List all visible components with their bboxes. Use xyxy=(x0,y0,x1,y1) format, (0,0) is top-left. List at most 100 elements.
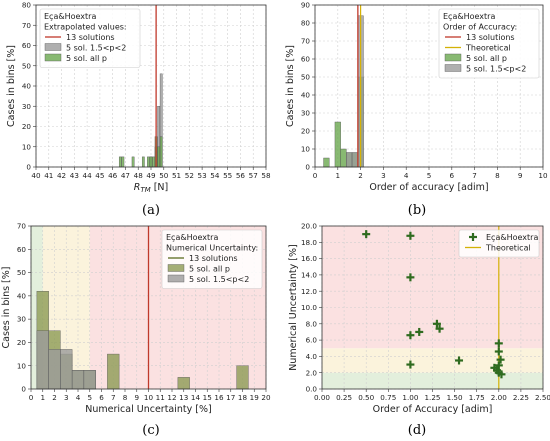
scatter-point xyxy=(496,355,505,364)
x-tick-label: 56 xyxy=(236,171,246,180)
legend-entry-label: 5 sol. 1.5<p<2 xyxy=(466,65,526,74)
x-tick-label: 44 xyxy=(83,171,93,180)
histogram-bar xyxy=(177,377,190,390)
x-axis-label: RTM [N] xyxy=(134,182,168,194)
x-tick-label: 1.00 xyxy=(402,393,418,402)
x-tick-label: 2.25 xyxy=(513,393,529,402)
y-tick-label: 18.0 xyxy=(301,238,317,247)
x-tick-label: 8 xyxy=(123,393,128,402)
y-tick-label: 14.0 xyxy=(301,271,317,280)
y-tick-label: 16.0 xyxy=(301,254,317,263)
y-tick-label: 12.0 xyxy=(301,287,317,296)
histogram-bar xyxy=(346,152,353,168)
panel-caption: (b) xyxy=(408,203,426,218)
x-tick-label: 47 xyxy=(121,171,130,180)
histogram-bar xyxy=(149,156,153,168)
y-tick-label: 40 xyxy=(17,291,27,300)
histogram-bar xyxy=(48,349,61,390)
scatter-point xyxy=(494,361,503,370)
x-axis-label: Numerical Uncertainty [%] xyxy=(85,404,211,415)
legend: Eça&Hoextra Numerical Uncertainty:13 solu… xyxy=(161,229,263,289)
x-tick-label: 42 xyxy=(57,171,66,180)
x-tick-label: 0.25 xyxy=(336,393,352,402)
histogram-bar xyxy=(131,156,135,168)
legend-entry-label: 5 sol. all p xyxy=(66,54,107,63)
histogram-bar xyxy=(141,156,145,168)
y-tick-label: 10 xyxy=(22,142,32,151)
y-tick-label: 0 xyxy=(305,163,310,172)
x-tick-label: 14 xyxy=(191,393,201,402)
y-tick-label: 50 xyxy=(301,73,311,82)
legend-entry-label: Theoretical xyxy=(485,244,531,253)
x-tick-label: 2.00 xyxy=(491,393,507,402)
legend-entry-label: 5 sol. all p xyxy=(466,54,507,63)
legend-patch-swatch xyxy=(444,64,462,72)
x-axis-label: Order of Accuracy [adim] xyxy=(373,404,493,415)
y-tick-label: 40 xyxy=(22,82,32,91)
x-tick-label: 9 xyxy=(518,171,523,180)
legend-entry-label: 13 solutions xyxy=(66,33,115,42)
y-axis-label: Numerical Uncertainty [%] xyxy=(288,244,299,370)
legend-title: Order of Accuracy: xyxy=(443,23,517,32)
x-tick-label: 7 xyxy=(472,171,477,180)
legend-entry-label: 13 solutions xyxy=(466,33,515,42)
x-tick-label: 13 xyxy=(179,393,188,402)
histogram-bar xyxy=(236,365,249,390)
scatter-point xyxy=(415,327,424,336)
x-tick-label: 7 xyxy=(111,393,116,402)
x-tick-label: 1.25 xyxy=(424,393,440,402)
x-tick-label: 0 xyxy=(29,393,34,402)
y-tick-label: 20 xyxy=(17,338,27,347)
chart-panel-3: 0 1 2 3 4 5 6 7 8 9 10 11 12 13 14 15 16 17 18 19 2001020304… xyxy=(1,222,271,438)
y-tick-label: 0 xyxy=(21,385,26,394)
legend-patch-swatch xyxy=(167,264,185,272)
y-tick-label: 2.0 xyxy=(306,368,318,377)
x-tick-label: 10 xyxy=(538,171,548,180)
legend-box xyxy=(39,8,141,68)
x-tick-label: 5 xyxy=(427,171,432,180)
histogram-bar xyxy=(152,156,155,168)
y-tick-label: 30 xyxy=(301,109,311,118)
y-tick-label: 30 xyxy=(17,315,27,324)
scatter-point xyxy=(432,319,441,328)
y-tick-label: 10.0 xyxy=(301,303,317,312)
y-tick-label: 80 xyxy=(301,19,311,28)
y-tick-label: 0.0 xyxy=(306,385,318,394)
x-tick-label: 50 xyxy=(159,171,169,180)
histogram-bar xyxy=(323,157,330,168)
legend-title: Eça&Hoextra xyxy=(44,12,96,21)
histogram-bar xyxy=(334,121,341,168)
y-tick-label: 20 xyxy=(301,127,311,136)
y-tick-label: 80 xyxy=(22,1,32,10)
y-tick-label: 50 xyxy=(22,61,32,70)
legend-entry-label: Theoretical xyxy=(465,44,511,53)
y-tick-label: 90 xyxy=(301,1,311,10)
x-tick-label: 3 xyxy=(64,393,69,402)
y-tick-label: 50 xyxy=(17,268,27,277)
legend: Eça&Hoextra Theoretical xyxy=(458,229,540,258)
x-tick-label: 48 xyxy=(134,171,144,180)
legend-entry-label: 5 sol. 1.5<p<2 xyxy=(66,44,126,53)
x-tick-label: 10 xyxy=(144,393,154,402)
x-tick-label: 54 xyxy=(210,171,220,180)
histogram-bar xyxy=(340,148,347,168)
scatter-point xyxy=(406,331,415,340)
legend-entry-label: 5 sol. all p xyxy=(189,265,230,274)
x-tick-label: 2 xyxy=(52,393,57,402)
y-tick-label: 8.0 xyxy=(306,319,318,328)
chart-panel-4: 0.00 0.25 0.50 0.75 1.00 1.25 1.50 1.75 2.00 2.25… xyxy=(288,222,550,438)
histogram-bar xyxy=(60,349,73,390)
x-tick-label: 9 xyxy=(134,393,139,402)
x-tick-label: 0.50 xyxy=(358,393,374,402)
x-tick-label: 0 xyxy=(313,171,318,180)
y-tick-label: 20 xyxy=(22,122,32,131)
scatter-point xyxy=(494,339,503,348)
x-tick-label: 17 xyxy=(226,393,235,402)
legend-title: Eça&Hoextra xyxy=(166,233,218,242)
y-tick-label: 60 xyxy=(22,41,32,50)
x-tick-label: 52 xyxy=(185,171,194,180)
histogram-bar xyxy=(83,370,96,390)
scatter-point xyxy=(494,347,503,356)
panel-caption: (d) xyxy=(408,423,426,438)
